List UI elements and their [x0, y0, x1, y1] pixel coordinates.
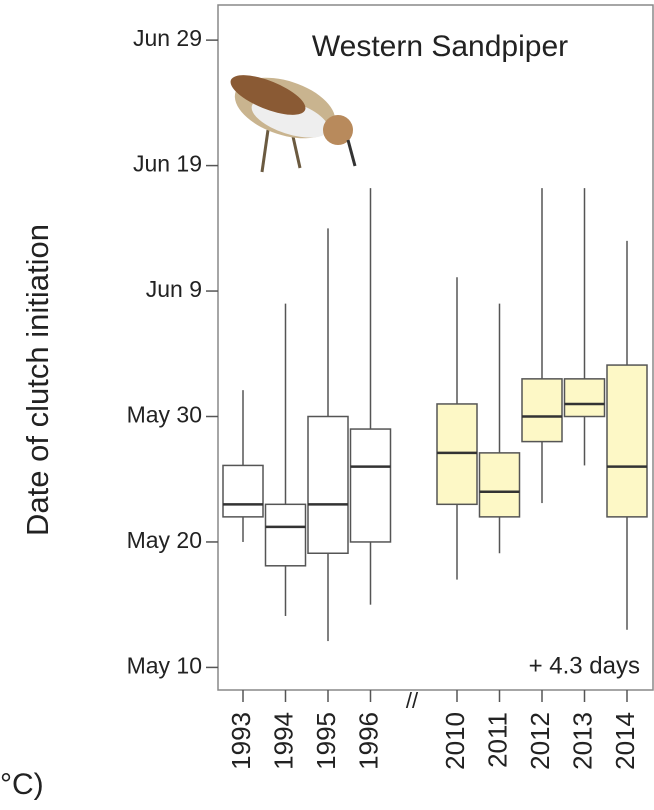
bird-illustration — [226, 66, 355, 172]
box — [522, 379, 562, 442]
x-tick-label: 2010 — [440, 712, 470, 770]
x-tick-label: 2011 — [482, 712, 512, 768]
y-tick-label: Jun 9 — [146, 276, 202, 302]
box — [351, 429, 391, 542]
cropped-text: °C) — [0, 768, 44, 801]
y-tick-label: May 10 — [127, 652, 202, 678]
y-tick-label: Jun 29 — [133, 25, 202, 51]
y-axis-label: Date of clutch initiation — [20, 224, 55, 536]
box — [480, 453, 520, 517]
y-tick-label: Jun 19 — [133, 151, 202, 177]
axis-break: // — [406, 688, 419, 713]
y-tick-label: May 20 — [127, 527, 202, 553]
annotation: + 4.3 days — [529, 652, 640, 679]
x-tick-label: 1995 — [311, 712, 341, 770]
box — [223, 465, 263, 516]
y-tick-label: May 30 — [127, 402, 202, 428]
box — [266, 504, 306, 565]
x-tick-label: 2013 — [567, 712, 597, 770]
x-tick-label: 1993 — [226, 712, 256, 770]
chart-title: Western Sandpiper — [312, 30, 568, 63]
box — [308, 417, 348, 554]
x-tick-label: 2014 — [610, 712, 640, 770]
x-tick-label: 2012 — [525, 712, 555, 770]
x-tick-label: 1996 — [353, 712, 383, 770]
chart: Western Sandpiper + 4.3 days // °C) Date… — [0, 0, 654, 810]
box — [565, 379, 605, 417]
box — [437, 404, 477, 504]
x-tick-label: 1994 — [268, 712, 298, 770]
box — [607, 365, 647, 517]
